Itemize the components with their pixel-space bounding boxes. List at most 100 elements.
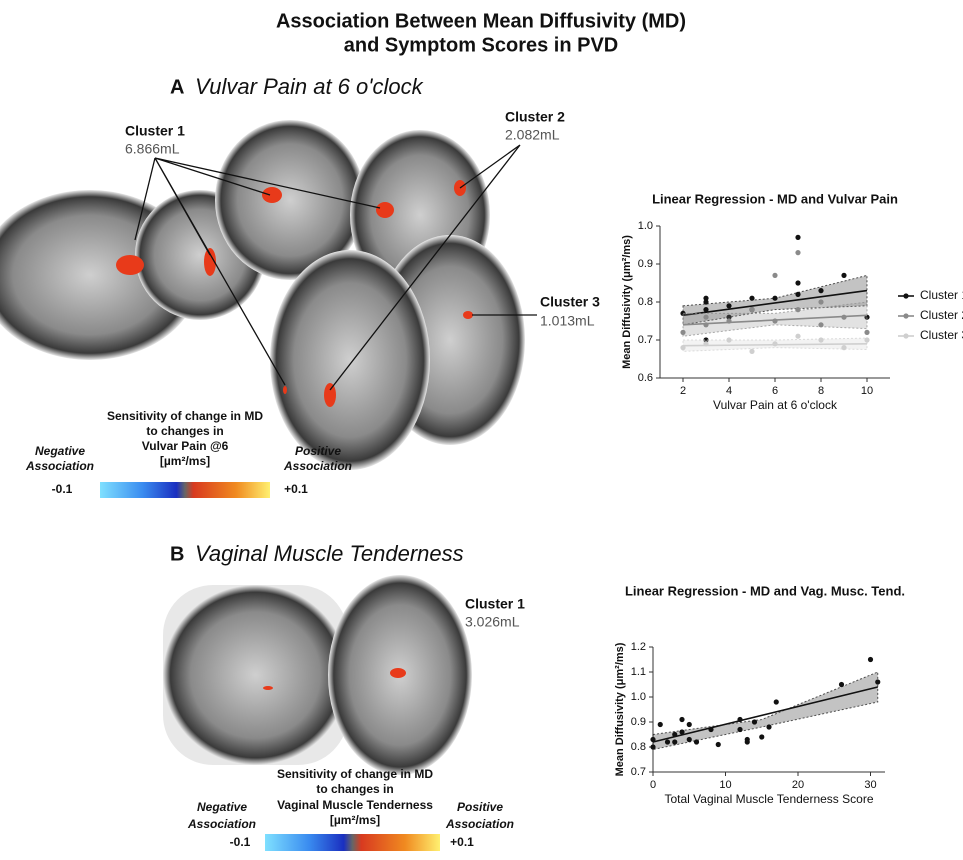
point <box>658 722 663 727</box>
y-axis-label: Mean Diffusivity (μm²/ms) <box>614 642 626 776</box>
x-axis-label: Vulvar Pain at 6 o'clock <box>713 398 838 412</box>
point <box>772 273 777 278</box>
negative-label: Negative <box>35 444 85 458</box>
colorbar-caption: [µm²/ms] <box>330 813 380 827</box>
cluster-name: Cluster 3 <box>540 294 600 310</box>
x-tick-label: 30 <box>864 779 876 791</box>
point <box>795 280 800 285</box>
cluster-volume: 6.866mL <box>125 141 180 157</box>
legend-marker <box>903 333 908 338</box>
point <box>766 724 771 729</box>
point <box>752 719 757 724</box>
colorbar-max: +0.1 <box>450 835 474 849</box>
point <box>703 307 708 312</box>
point <box>818 322 823 327</box>
negative-label: Negative <box>197 800 247 814</box>
point <box>774 699 779 704</box>
y-tick-label: 1.1 <box>631 666 646 678</box>
colorbar-caption: to changes in <box>146 424 223 438</box>
y-tick-label: 1.0 <box>638 220 653 232</box>
point <box>795 235 800 240</box>
point <box>703 315 708 320</box>
point <box>672 732 677 737</box>
cluster-volume: 2.082mL <box>505 127 560 143</box>
point <box>772 341 777 346</box>
cluster-name: Cluster 2 <box>505 109 565 125</box>
point <box>650 737 655 742</box>
point <box>672 739 677 744</box>
y-tick-label: 0.6 <box>638 372 653 384</box>
title: Association Between Mean Diffusivity (MD… <box>276 10 686 32</box>
y-axis-label: Mean Diffusivity (μm²/ms) <box>621 235 633 369</box>
point <box>868 657 873 662</box>
point <box>679 717 684 722</box>
legend-marker <box>903 313 908 318</box>
point <box>749 296 754 301</box>
y-tick-label: 0.8 <box>638 296 653 308</box>
brain-images-b <box>163 575 472 775</box>
point <box>687 722 692 727</box>
panel-letter: A <box>170 76 184 98</box>
x-tick-label: 10 <box>861 385 873 397</box>
colorbar <box>265 834 440 851</box>
point <box>864 330 869 335</box>
point <box>726 337 731 342</box>
colorbar-caption: to changes in <box>316 782 393 796</box>
colorbar-caption: Sensitivity of change in MD <box>107 409 263 423</box>
cluster-volume: 3.026mL <box>465 614 520 630</box>
point <box>687 737 692 742</box>
confidence-band <box>653 672 878 750</box>
figure: Association Between Mean Diffusivity (MD… <box>0 0 963 855</box>
point <box>795 250 800 255</box>
panel-title: Vaginal Muscle Tenderness <box>195 541 464 566</box>
point <box>726 303 731 308</box>
point <box>694 739 699 744</box>
colorbar-caption: Vulvar Pain @6 <box>142 439 229 453</box>
point <box>737 727 742 732</box>
x-tick-label: 10 <box>719 779 731 791</box>
x-tick-label: 8 <box>818 385 824 397</box>
positive-label: Positive <box>457 800 503 814</box>
point <box>875 679 880 684</box>
point <box>703 322 708 327</box>
colorbar <box>100 482 270 498</box>
point <box>795 292 800 297</box>
y-tick-label: 0.9 <box>631 716 646 728</box>
brain-images-a <box>0 120 537 470</box>
positive-label: Association <box>283 459 352 473</box>
point <box>841 345 846 350</box>
colorbar-caption: Sensitivity of change in MD <box>277 767 433 781</box>
point <box>726 318 731 323</box>
point <box>772 318 777 323</box>
y-tick-label: 1.2 <box>631 641 646 653</box>
colorbar-caption: [µm²/ms] <box>160 454 210 468</box>
point <box>772 296 777 301</box>
y-tick-label: 0.8 <box>631 741 646 753</box>
point <box>841 315 846 320</box>
point <box>680 330 685 335</box>
panel-letter: B <box>170 543 184 565</box>
x-axis-label: Total Vaginal Muscle Tenderness Score <box>664 792 873 806</box>
point <box>759 734 764 739</box>
point <box>708 727 713 732</box>
chart-title: Linear Regression - MD and Vulvar Pain <box>652 191 898 206</box>
y-tick-label: 1.0 <box>631 691 646 703</box>
point <box>716 742 721 747</box>
title: and Symptom Scores in PVD <box>344 34 619 56</box>
point <box>703 296 708 301</box>
point <box>749 349 754 354</box>
legend-marker <box>903 293 908 298</box>
colorbar-min: -0.1 <box>230 835 251 849</box>
point <box>795 307 800 312</box>
negative-label: Association <box>25 459 94 473</box>
x-tick-label: 20 <box>792 779 804 791</box>
panel-title: Vulvar Pain at 6 o'clock <box>195 74 424 99</box>
cluster-volume: 1.013mL <box>540 313 595 329</box>
point <box>679 729 684 734</box>
colorbar-min: -0.1 <box>52 482 73 496</box>
x-tick-label: 4 <box>726 385 732 397</box>
x-tick-label: 2 <box>680 385 686 397</box>
point <box>650 744 655 749</box>
point <box>818 299 823 304</box>
positive-label: Positive <box>295 444 341 458</box>
